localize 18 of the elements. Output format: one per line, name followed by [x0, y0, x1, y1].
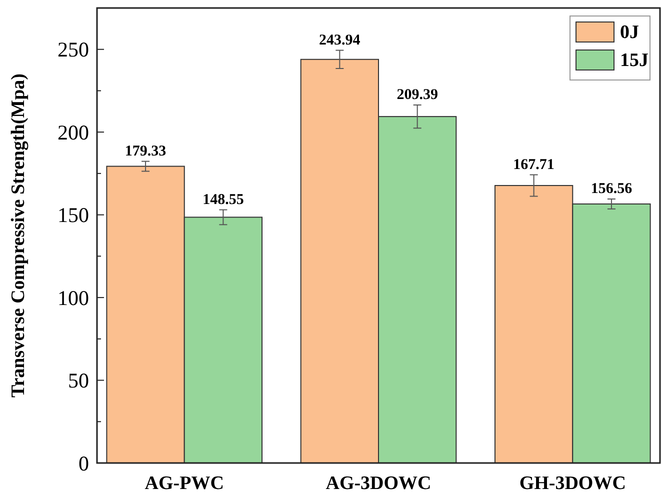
data-label: 167.71 [513, 156, 554, 173]
y-tick-label: 100 [58, 286, 89, 310]
y-axis-title: Transverse Compressive Strength(Mpa) [8, 73, 29, 398]
y-tick-label: 250 [58, 38, 89, 62]
y-tick-label: 200 [58, 120, 89, 144]
data-label: 179.33 [124, 143, 166, 160]
data-label: 209.39 [396, 86, 438, 103]
legend-label: 15J [620, 50, 648, 71]
x-tick-label: AG-3DOWC [326, 473, 432, 494]
x-tick-label: AG-PWC [144, 473, 224, 494]
y-tick-label: 0 [78, 451, 89, 476]
legend-label: 0J [620, 22, 639, 43]
data-label: 243.94 [319, 32, 361, 48]
y-tick-label: 150 [58, 203, 89, 228]
y-tick-label: 50 [68, 368, 89, 393]
data-label: 148.55 [202, 192, 244, 208]
data-label: 156.56 [590, 181, 633, 197]
x-tick-label: GH-3DOWC [519, 473, 626, 494]
